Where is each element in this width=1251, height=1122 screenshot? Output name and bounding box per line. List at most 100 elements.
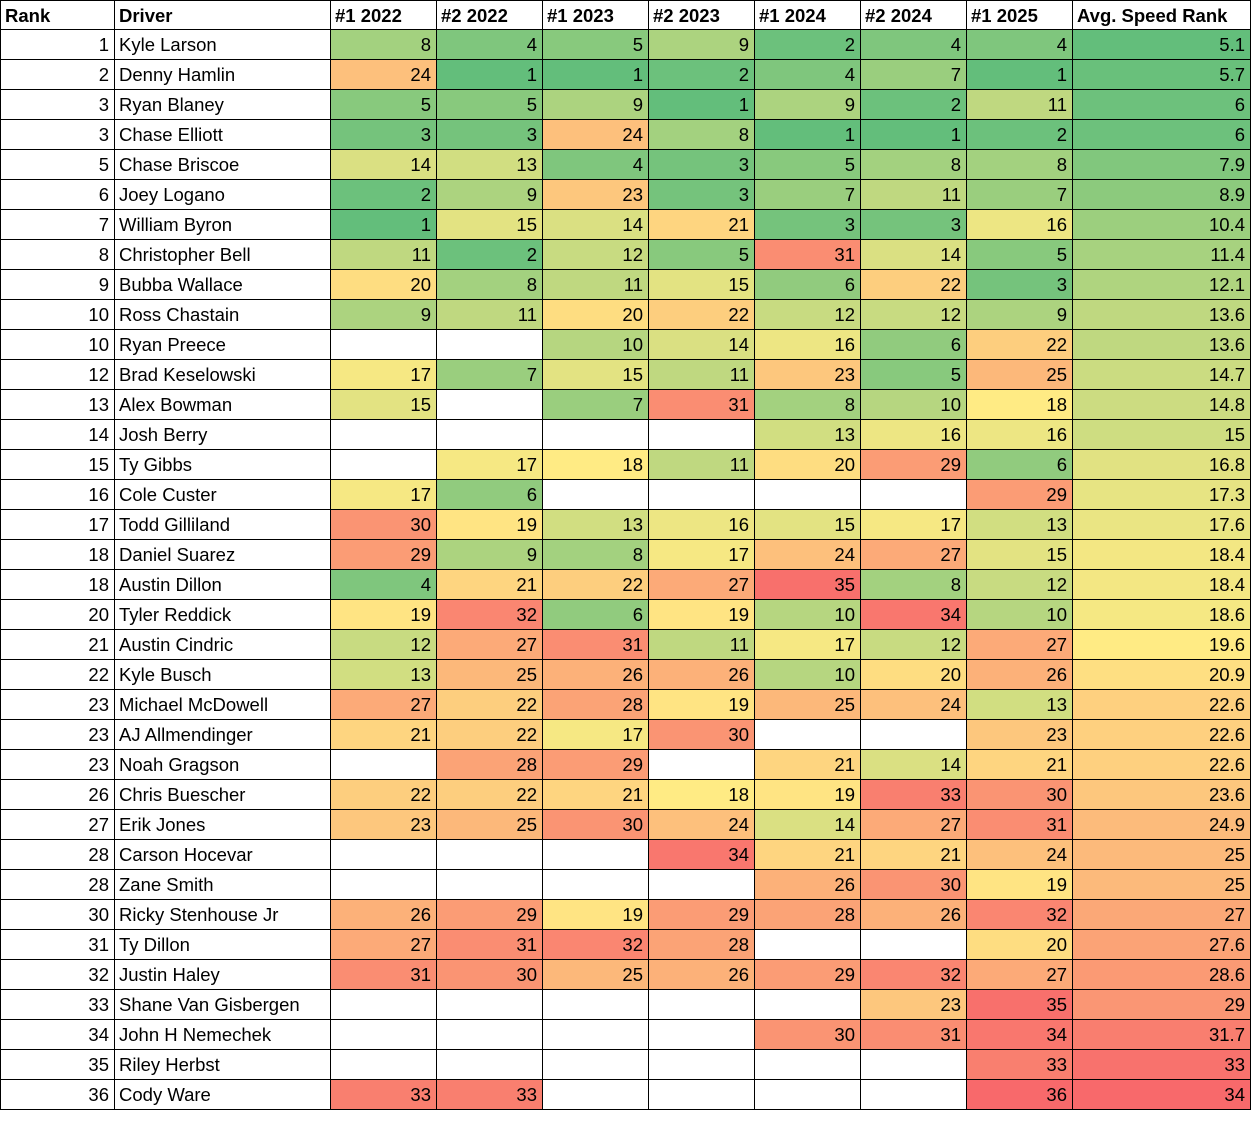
cell-driver-name[interactable]: Chase Elliott	[114, 119, 331, 150]
cell-driver-name[interactable]: Carson Hocevar	[114, 839, 331, 870]
cell-c2[interactable]: 8	[542, 539, 649, 570]
cell-c6[interactable]: 22	[966, 329, 1073, 360]
cell-c6[interactable]: 27	[966, 629, 1073, 660]
cell-c2[interactable]: 15	[542, 359, 649, 390]
cell-c4[interactable]: 6	[754, 269, 861, 300]
cell-c0[interactable]: 5	[330, 89, 437, 120]
cell-c5[interactable]: 3	[860, 209, 967, 240]
cell-c3[interactable]: 28	[648, 929, 755, 960]
cell-c3[interactable]: 21	[648, 209, 755, 240]
cell-rank[interactable]: 28	[0, 869, 115, 900]
cell-c4[interactable]: 10	[754, 599, 861, 630]
cell-rank[interactable]: 6	[0, 179, 115, 210]
cell-c0[interactable]: 9	[330, 299, 437, 330]
cell-driver-name[interactable]: Cole Custer	[114, 479, 331, 510]
cell-c3[interactable]: 26	[648, 959, 755, 990]
cell-rank[interactable]: 33	[0, 989, 115, 1020]
cell-c2[interactable]: 7	[542, 389, 649, 420]
cell-rank[interactable]: 23	[0, 749, 115, 780]
table-row[interactable]: 28 Zane Smith 26 30 19 25	[0, 869, 1251, 900]
cell-c3[interactable]: 17	[648, 539, 755, 570]
cell-avg-speed-rank[interactable]: 33	[1072, 1049, 1251, 1080]
cell-avg-speed-rank[interactable]: 17.3	[1072, 479, 1251, 510]
cell-c3[interactable]: 11	[648, 629, 755, 660]
cell-driver-name[interactable]: Chris Buescher	[114, 779, 331, 810]
cell-driver-name[interactable]: Ryan Preece	[114, 329, 331, 360]
cell-c2[interactable]	[542, 869, 649, 900]
cell-c4[interactable]: 26	[754, 869, 861, 900]
cell-rank[interactable]: 15	[0, 449, 115, 480]
cell-driver-name[interactable]: Austin Dillon	[114, 569, 331, 600]
cell-c4[interactable]: 23	[754, 359, 861, 390]
cell-c2[interactable]: 17	[542, 719, 649, 750]
cell-c0[interactable]: 31	[330, 959, 437, 990]
cell-c3[interactable]: 34	[648, 839, 755, 870]
cell-driver-name[interactable]: Alex Bowman	[114, 389, 331, 420]
cell-c3[interactable]	[648, 869, 755, 900]
cell-driver-name[interactable]: Justin Haley	[114, 959, 331, 990]
cell-driver-name[interactable]: John H Nemechek	[114, 1019, 331, 1050]
cell-avg-speed-rank[interactable]: 12.1	[1072, 269, 1251, 300]
cell-c0[interactable]: 27	[330, 689, 437, 720]
cell-c0[interactable]: 1	[330, 209, 437, 240]
cell-rank[interactable]: 31	[0, 929, 115, 960]
table-row[interactable]: 10 Ross Chastain 9 11 20 22 12 12 9 13.6	[0, 299, 1251, 330]
table-row[interactable]: 1 Kyle Larson 8 4 5 9 2 4 4 5.1	[0, 29, 1251, 60]
cell-rank[interactable]: 23	[0, 719, 115, 750]
cell-avg-speed-rank[interactable]: 6	[1072, 89, 1251, 120]
cell-c0[interactable]	[330, 329, 437, 360]
cell-c5[interactable]: 10	[860, 389, 967, 420]
cell-rank[interactable]: 21	[0, 629, 115, 660]
cell-c3[interactable]: 26	[648, 659, 755, 690]
cell-c5[interactable]	[860, 1049, 967, 1080]
cell-c4[interactable]: 16	[754, 329, 861, 360]
cell-c1[interactable]: 11	[436, 299, 543, 330]
cell-c6[interactable]: 23	[966, 719, 1073, 750]
cell-c4[interactable]: 5	[754, 149, 861, 180]
cell-rank[interactable]: 10	[0, 299, 115, 330]
column-header-rank[interactable]: Rank	[0, 0, 115, 30]
cell-avg-speed-rank[interactable]: 7.9	[1072, 149, 1251, 180]
table-row[interactable]: 31 Ty Dillon 27 31 32 28 20 27.6	[0, 929, 1251, 960]
cell-avg-speed-rank[interactable]: 14.8	[1072, 389, 1251, 420]
cell-c5[interactable]: 24	[860, 689, 967, 720]
cell-rank[interactable]: 23	[0, 689, 115, 720]
cell-c5[interactable]: 11	[860, 179, 967, 210]
cell-driver-name[interactable]: Brad Keselowski	[114, 359, 331, 390]
cell-c1[interactable]: 30	[436, 959, 543, 990]
cell-c3[interactable]: 27	[648, 569, 755, 600]
cell-c0[interactable]: 23	[330, 809, 437, 840]
cell-c2[interactable]: 6	[542, 599, 649, 630]
cell-rank[interactable]: 22	[0, 659, 115, 690]
cell-avg-speed-rank[interactable]: 13.6	[1072, 329, 1251, 360]
cell-c6[interactable]: 10	[966, 599, 1073, 630]
table-row[interactable]: 23 AJ Allmendinger 21 22 17 30 23 22.6	[0, 719, 1251, 750]
cell-c3[interactable]: 15	[648, 269, 755, 300]
cell-driver-name[interactable]: Cody Ware	[114, 1079, 331, 1110]
cell-c1[interactable]: 25	[436, 809, 543, 840]
table-row[interactable]: 5 Chase Briscoe 14 13 4 3 5 8 8 7.9	[0, 149, 1251, 180]
cell-c6[interactable]: 25	[966, 359, 1073, 390]
cell-c2[interactable]: 32	[542, 929, 649, 960]
cell-c0[interactable]: 12	[330, 629, 437, 660]
column-header-c2[interactable]: #1 2023	[542, 0, 649, 30]
table-row[interactable]: 17 Todd Gilliland 30 19 13 16 15 17 13 17.6	[0, 509, 1251, 540]
cell-driver-name[interactable]: Denny Hamlin	[114, 59, 331, 90]
cell-driver-name[interactable]: Bubba Wallace	[114, 269, 331, 300]
cell-c4[interactable]	[754, 989, 861, 1020]
column-header-c0[interactable]: #1 2022	[330, 0, 437, 30]
cell-c3[interactable]: 19	[648, 689, 755, 720]
cell-c6[interactable]: 32	[966, 899, 1073, 930]
cell-c6[interactable]: 5	[966, 239, 1073, 270]
cell-c1[interactable]: 22	[436, 779, 543, 810]
table-row[interactable]: 14 Josh Berry 13 16 16 15	[0, 419, 1251, 450]
table-row[interactable]: 28 Carson Hocevar 34 21 21 24 25	[0, 839, 1251, 870]
cell-c4[interactable]	[754, 1049, 861, 1080]
cell-c6[interactable]: 20	[966, 929, 1073, 960]
cell-c2[interactable]: 28	[542, 689, 649, 720]
cell-c4[interactable]: 21	[754, 749, 861, 780]
cell-rank[interactable]: 18	[0, 539, 115, 570]
table-row[interactable]: 18 Daniel Suarez 29 9 8 17 24 27 15 18.4	[0, 539, 1251, 570]
cell-driver-name[interactable]: Noah Gragson	[114, 749, 331, 780]
cell-avg-speed-rank[interactable]: 22.6	[1072, 689, 1251, 720]
